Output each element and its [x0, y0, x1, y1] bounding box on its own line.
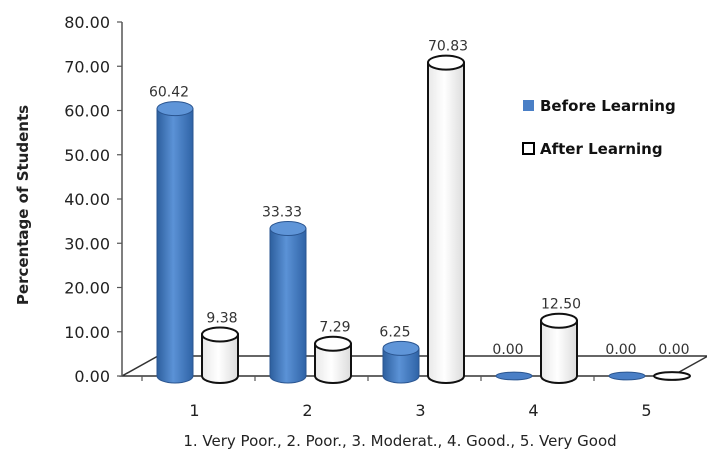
bar-body	[201, 333, 239, 384]
x-tick-label: 4	[528, 401, 538, 420]
bar-body	[540, 319, 578, 384]
bars	[156, 54, 691, 384]
bar-after-learning	[653, 371, 691, 381]
bar-top	[314, 335, 352, 352]
x-axis-label: 1. Very Poor., 2. Poor., 3. Moderat., 4.…	[183, 432, 616, 450]
data-label: 7.29	[319, 320, 350, 336]
bar-body	[269, 228, 307, 384]
bar-body	[382, 347, 420, 384]
data-label: 0.00	[605, 342, 636, 358]
legend-label-before-learning: Before Learning	[540, 97, 676, 115]
legend-swatch-after-learning	[522, 142, 535, 155]
bar-body	[156, 108, 194, 384]
bar-top	[540, 312, 578, 329]
data-label: 0.00	[492, 342, 523, 358]
bar-flat	[608, 371, 646, 381]
data-label: 70.83	[428, 39, 468, 55]
y-tick-label: 70.00	[64, 57, 110, 76]
bar-after-learning	[540, 312, 578, 384]
bar-after-learning	[427, 54, 465, 384]
axes: 0.0010.0020.0030.0040.0050.0060.0070.008…	[64, 13, 651, 420]
bar-body	[314, 342, 352, 384]
data-labels: 60.42 33.33 6.25 0.00 0.00 9.38 7.29 70.83 12.50…	[149, 39, 690, 358]
bar-before-learning	[495, 371, 533, 381]
x-tick-label: 5	[641, 401, 651, 420]
data-label: 12.50	[541, 297, 581, 313]
bar-before-learning	[156, 101, 194, 384]
bar-top	[156, 101, 194, 117]
y-tick-label: 20.00	[64, 279, 110, 298]
data-label: 33.33	[262, 205, 302, 221]
y-tick-label: 30.00	[64, 234, 110, 253]
x-tick-label: 1	[189, 401, 199, 420]
bar-top	[427, 54, 465, 71]
data-label: 0.00	[658, 342, 689, 358]
y-tick-label: 60.00	[64, 102, 110, 121]
y-axis-label: Percentage of Students	[14, 105, 32, 305]
bar-body	[427, 61, 465, 384]
bar-top	[201, 326, 239, 343]
bar-top	[269, 221, 307, 237]
legend-swatch-before-learning	[523, 100, 534, 111]
y-tick-label: 40.00	[64, 190, 110, 209]
x-tick-label: 2	[302, 401, 312, 420]
y-tick-label: 0.00	[74, 367, 110, 386]
bar-flat	[495, 371, 533, 381]
bar-after-learning	[201, 326, 239, 384]
y-tick-label: 80.00	[64, 13, 110, 32]
x-tick-label: 3	[415, 401, 425, 420]
y-tick-label: 50.00	[64, 146, 110, 165]
bar-before-learning	[269, 221, 307, 384]
legend: Before Learning After Learning	[522, 97, 676, 158]
data-label: 60.42	[149, 85, 189, 101]
bar-after-learning	[314, 335, 352, 384]
data-label: 6.25	[379, 324, 410, 340]
bar-before-learning	[382, 340, 420, 384]
y-tick-label: 10.00	[64, 323, 110, 342]
bar-top	[382, 340, 420, 356]
bar-flat	[653, 371, 691, 381]
legend-label-after-learning: After Learning	[540, 140, 663, 158]
bar-before-learning	[608, 371, 646, 381]
data-label: 9.38	[206, 310, 237, 326]
